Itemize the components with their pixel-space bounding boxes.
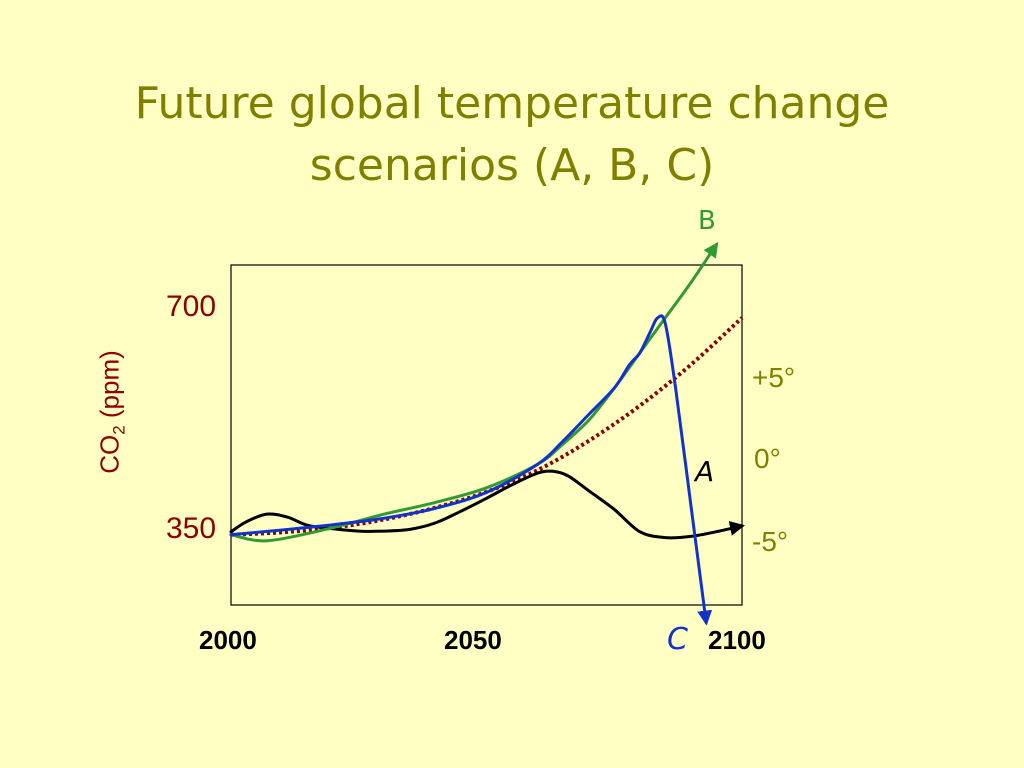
- y-axis-label-unit: (ppm): [94, 350, 125, 426]
- slide-title-line-2: scenarios (A, B, C): [309, 140, 715, 191]
- right-tick-label: +5°: [752, 362, 796, 393]
- series-line-co2: [230, 316, 744, 537]
- y-axis-label-main: CO: [94, 434, 125, 474]
- series-label-b: B: [698, 206, 716, 236]
- slide-title-line-1: Future global temperature change: [134, 78, 890, 129]
- y-axis-label-subscript: 2: [109, 425, 129, 435]
- x-tick-label: 2050: [444, 625, 502, 655]
- plot-frame: [230, 264, 743, 606]
- series-line-a: [229, 469, 745, 540]
- series-label-c: C: [667, 622, 688, 657]
- x-tick-label: 2000: [199, 625, 257, 655]
- right-tick-label: 0°: [754, 443, 781, 474]
- series-label-a: A: [695, 455, 715, 488]
- x-tick-label: 2100: [708, 625, 766, 655]
- series-line-c: [229, 314, 713, 626]
- right-tick-label: -5°: [752, 526, 789, 557]
- left-tick-label: 350: [166, 512, 217, 545]
- left-tick-label: 700: [166, 290, 217, 323]
- y-axis-label: CO2 (ppm): [94, 350, 129, 474]
